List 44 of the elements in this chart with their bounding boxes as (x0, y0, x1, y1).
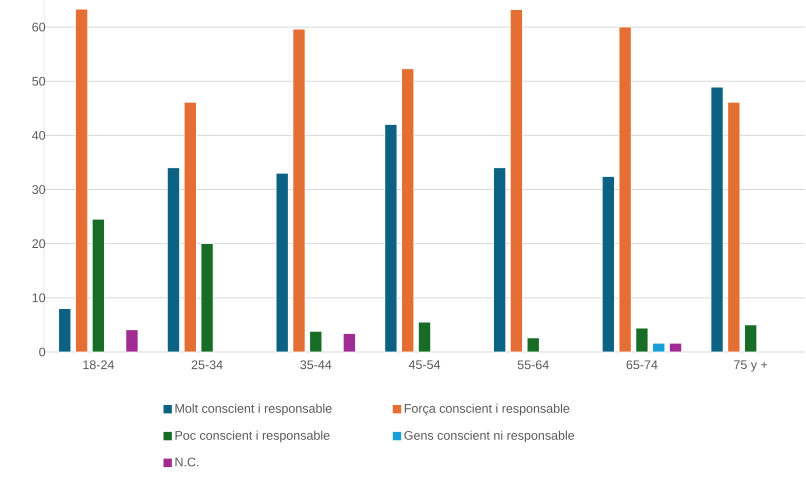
x-tick-label: 18-24 (83, 360, 114, 370)
legend-label: Poc conscient i responsable (175, 430, 330, 442)
x-tick-label: 75 y + (734, 360, 768, 372)
bar (526, 338, 540, 352)
bar (75, 8, 88, 352)
x-tick-label: 35-44 (300, 360, 332, 370)
bar (292, 28, 306, 352)
bar (167, 168, 180, 352)
y-tick-label: 60 (32, 22, 46, 32)
legend-label: Molt conscient i responsable (175, 404, 332, 416)
bar (652, 343, 666, 352)
bar (669, 343, 682, 352)
bar (184, 102, 197, 352)
legend-label: Gens conscient ni responsable (404, 430, 574, 442)
bar (92, 219, 105, 352)
x-tick-label: 65-74 (626, 360, 658, 370)
x-tick-label: 25-34 (192, 360, 223, 370)
bar (493, 168, 506, 352)
legend-label: Força conscient i responsable (404, 404, 570, 416)
bar (636, 328, 648, 352)
y-tick-label: 50 (32, 76, 46, 86)
bar (618, 26, 632, 352)
bar (602, 176, 615, 352)
y-tick-label: 30 (32, 185, 46, 194)
bar (309, 331, 322, 352)
bar (728, 102, 740, 352)
x-tick-label: 55-64 (518, 360, 549, 370)
bar (510, 9, 523, 352)
bar (384, 124, 398, 352)
bar (418, 322, 431, 352)
bar (200, 243, 214, 352)
bar (58, 308, 72, 352)
bar (710, 86, 724, 352)
x-tick-label: 45-54 (408, 360, 440, 370)
y-tick-label: 40 (32, 130, 46, 140)
bar (744, 324, 757, 352)
bar (126, 329, 138, 352)
bar (401, 68, 414, 352)
bar (343, 333, 356, 352)
y-tick-label: 20 (32, 239, 46, 248)
y-tick-label: 10 (32, 293, 46, 302)
bar (276, 172, 288, 352)
y-tick-label: 0 (39, 348, 46, 356)
legend-label: N.C. (175, 458, 198, 466)
